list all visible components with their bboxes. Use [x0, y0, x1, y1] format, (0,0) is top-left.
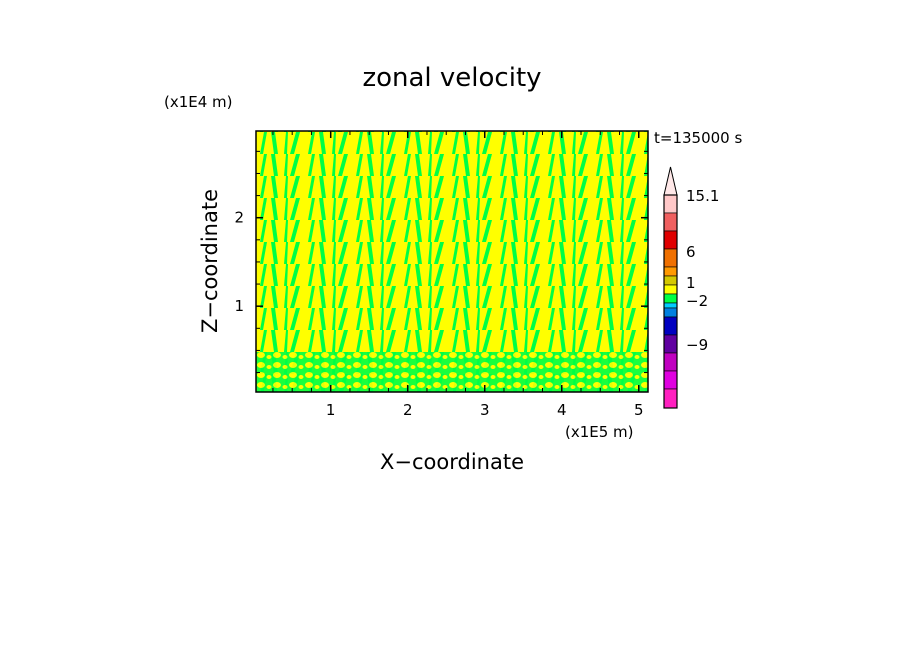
x-axis-label: X−coordinate — [380, 450, 524, 474]
x-axis: 1 2 3 4 5 — [272, 131, 644, 419]
y-tick-label: 2 — [234, 209, 244, 227]
colorbar-segment — [663, 194, 678, 214]
colorbar-segment — [663, 352, 678, 372]
heatmap-base-layer — [256, 352, 648, 392]
y-tick-label: 1 — [234, 297, 244, 315]
colorbar-tick-label: −2 — [686, 292, 708, 310]
colorbar-segment — [663, 266, 678, 277]
colorbar-tick-label: 1 — [686, 274, 696, 292]
colorbar-tick-label: −9 — [686, 336, 708, 354]
colorbar-tick-label: 6 — [686, 243, 696, 261]
heatmap-field — [256, 131, 648, 392]
colorbar-segment — [663, 293, 678, 304]
colorbar-segment — [663, 370, 678, 390]
colorbar-arrow — [663, 166, 678, 196]
y-unit-label: (x1E4 m) — [164, 93, 233, 111]
x-tick-label: 3 — [480, 401, 490, 419]
colorbar-frame — [663, 194, 678, 409]
x-tick-label: 5 — [634, 401, 644, 419]
y-axis: 12 — [234, 150, 648, 374]
colorbar: 15.1 6 1−2 −9 — [663, 166, 719, 409]
colorbar-segment — [663, 334, 678, 354]
x-unit-label: (x1E5 m) — [565, 423, 634, 441]
colorbar-segment — [663, 212, 678, 232]
chart-title: zonal velocity — [362, 63, 541, 93]
y-axis-label: Z−coordinate — [198, 189, 222, 333]
plot-area — [255, 130, 649, 393]
x-tick-label: 2 — [403, 401, 413, 419]
colorbar-segment — [663, 307, 678, 318]
colorbar-segment — [663, 316, 678, 336]
colorbar-tick-label: 15.1 — [686, 187, 719, 205]
colorbar-segment — [663, 388, 678, 409]
colorbar-segment — [663, 248, 678, 268]
colorbar-segment — [663, 230, 678, 250]
colorbar-segment — [663, 284, 678, 295]
colorbar-segment — [663, 302, 678, 309]
x-tick-label: 1 — [326, 401, 336, 419]
time-label: t=135000 s — [654, 129, 742, 147]
colorbar-segment — [663, 275, 678, 286]
x-tick-label: 4 — [557, 401, 567, 419]
